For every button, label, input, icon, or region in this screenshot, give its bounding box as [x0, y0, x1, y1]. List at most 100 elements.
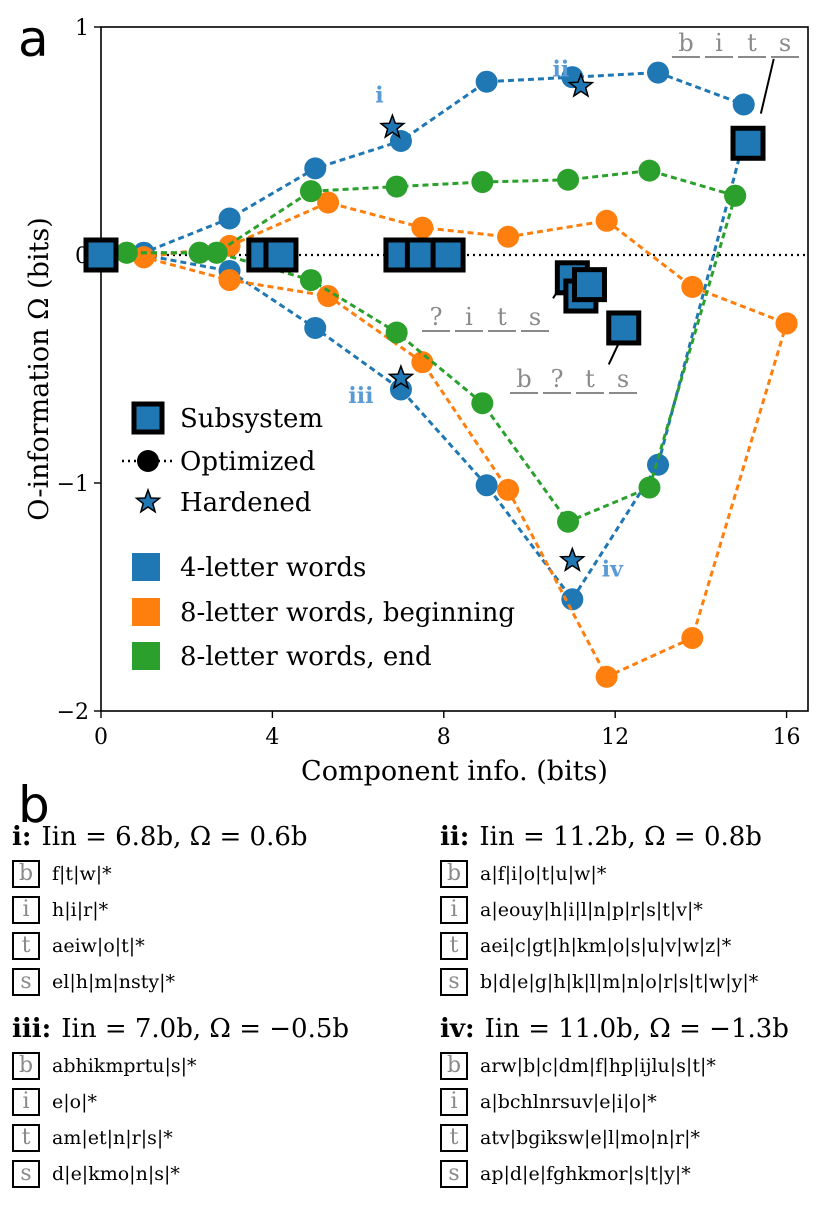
data-point	[304, 316, 327, 339]
rule-block-equation: Iin = 11.2b, Ω = 0.8b	[479, 822, 762, 852]
data-point	[317, 285, 340, 308]
data-point	[557, 510, 580, 533]
rule-block-equation: Iin = 7.0b, Ω = −0.5b	[61, 1014, 350, 1044]
data-point	[471, 392, 494, 415]
rule-row: s d|e|kmo|n|s|*	[12, 1156, 422, 1192]
letter-box: s	[440, 968, 468, 996]
rule-row: i h|i|r|*	[12, 892, 422, 928]
point-label-ii: ii	[553, 56, 570, 82]
rule-row: s ap|d|e|fghkmor|s|t|y|*	[440, 1156, 830, 1192]
hardened-star	[378, 113, 406, 139]
rule-text: aeiw|o|t|*	[52, 935, 145, 957]
letter-box: b	[440, 1052, 468, 1080]
letter-box: i	[440, 1088, 468, 1116]
data-point	[724, 184, 747, 207]
annotation-connector	[759, 58, 775, 114]
data-point	[475, 70, 498, 93]
hardened-star	[387, 363, 415, 390]
legend-series-swatch	[132, 598, 160, 626]
series-group	[90, 61, 798, 688]
legend-optimized-marker	[137, 450, 159, 472]
rule-row: b a|f|i|o|t|u|w|*	[440, 856, 830, 892]
word-letter: s	[617, 365, 629, 393]
word-letter: i	[465, 303, 473, 331]
rule-row: b f|t|w|*	[12, 856, 422, 892]
data-point	[638, 476, 661, 499]
rule-block-id: i:	[12, 822, 32, 852]
data-point	[561, 588, 584, 611]
word-letter: b	[678, 29, 693, 57]
hardened-star	[558, 546, 586, 572]
panel-a-letter: a	[18, 10, 49, 68]
rule-text: a|bchlnrsuv|e|i|o|*	[480, 1091, 657, 1113]
data-point	[775, 312, 798, 335]
rule-block-heading: i: Iin = 6.8b, Ω = 0.6b	[12, 820, 422, 856]
letter-box: s	[12, 1160, 40, 1188]
rule-text: ap|d|e|fghkmor|s|t|y|*	[480, 1163, 691, 1185]
word-letter: ?	[430, 303, 443, 331]
rule-text: f|t|w|*	[52, 863, 112, 885]
letter-box: b	[440, 860, 468, 888]
x-tick-label: 16	[773, 725, 801, 750]
data-point	[647, 61, 670, 84]
data-point	[115, 241, 138, 264]
word-letter: t	[497, 303, 507, 331]
word-letter: s	[529, 303, 541, 331]
rule-block-id: iv:	[440, 1014, 475, 1044]
rule-text: b|d|e|g|h|k|l|m|n|o|r|s|t|w|y|*	[480, 971, 759, 993]
hardened-star	[567, 72, 595, 98]
letter-box: i	[440, 896, 468, 924]
letter-box: b	[12, 1052, 40, 1080]
data-point	[299, 269, 322, 292]
x-tick-label: 8	[437, 725, 451, 750]
letter-box: i	[12, 896, 40, 924]
rule-row: t am|et|n|r|s|*	[12, 1120, 422, 1156]
lower-branch-line	[100, 253, 789, 679]
letter-box: t	[12, 1124, 40, 1152]
rule-block-iii: iii: Iin = 7.0b, Ω = −0.5b b abhikmprtu|s|*…	[12, 1012, 422, 1192]
word-letter: t	[747, 29, 757, 57]
legend-series-label: 8-letter words, end	[180, 642, 432, 672]
data-point	[475, 474, 498, 497]
data-point	[497, 225, 520, 248]
x-tick-label: 12	[601, 725, 629, 750]
rule-row: b abhikmprtu|s|*	[12, 1048, 422, 1084]
subsystem-marker	[263, 237, 299, 273]
rule-text: atv|bgiksw|e|l|mo|n|r|*	[480, 1127, 701, 1149]
letter-box: t	[440, 932, 468, 960]
subsystem-marker	[606, 310, 642, 346]
rule-text: el|h|m|nsty|*	[52, 971, 176, 993]
legend-series-swatch	[132, 642, 160, 670]
data-point	[497, 478, 520, 501]
legend-hardened-label: Hardened	[180, 488, 311, 518]
word-letter: i	[715, 29, 723, 57]
data-point	[647, 453, 670, 476]
data-point	[471, 171, 494, 194]
rule-block-iv: iv: Iin = 11.0b, Ω = −1.3b b arw|b|c|dm|f|h…	[440, 1012, 830, 1192]
data-point	[218, 207, 241, 230]
rule-row: i a|bchlnrsuv|e|i|o|*	[440, 1084, 830, 1120]
data-point	[317, 191, 340, 214]
letter-box: s	[440, 1160, 468, 1188]
rule-block-equation: Iin = 6.8b, Ω = 0.6b	[41, 822, 308, 852]
data-point	[638, 159, 661, 182]
rule-row: t aeiw|o|t|*	[12, 928, 422, 964]
rule-block-heading: iv: Iin = 11.0b, Ω = −1.3b	[440, 1012, 830, 1048]
point-label-i: i	[375, 82, 383, 108]
legend-subsystem-marker	[131, 401, 165, 435]
rule-text: d|e|kmo|n|s|*	[52, 1163, 180, 1185]
x-axis-label: Component info. (bits)	[301, 756, 608, 787]
legend-group: Subsystem Optimized Hardened 4-letter words…	[122, 401, 515, 672]
legend-optimized-label: Optimized	[180, 447, 315, 477]
rule-block-id: ii:	[440, 822, 470, 852]
data-point	[681, 275, 704, 298]
word-letter: ?	[551, 365, 564, 393]
legend-subsystem-label: Subsystem	[180, 404, 323, 434]
subsystem-marker	[430, 237, 466, 273]
rule-text: arw|b|c|dm|f|hp|ijlu|s|t|*	[480, 1055, 716, 1077]
data-point	[595, 665, 618, 688]
rule-text: h|i|r|*	[52, 899, 109, 921]
series-3	[90, 159, 747, 533]
legend-series-label: 4-letter words	[180, 553, 366, 583]
